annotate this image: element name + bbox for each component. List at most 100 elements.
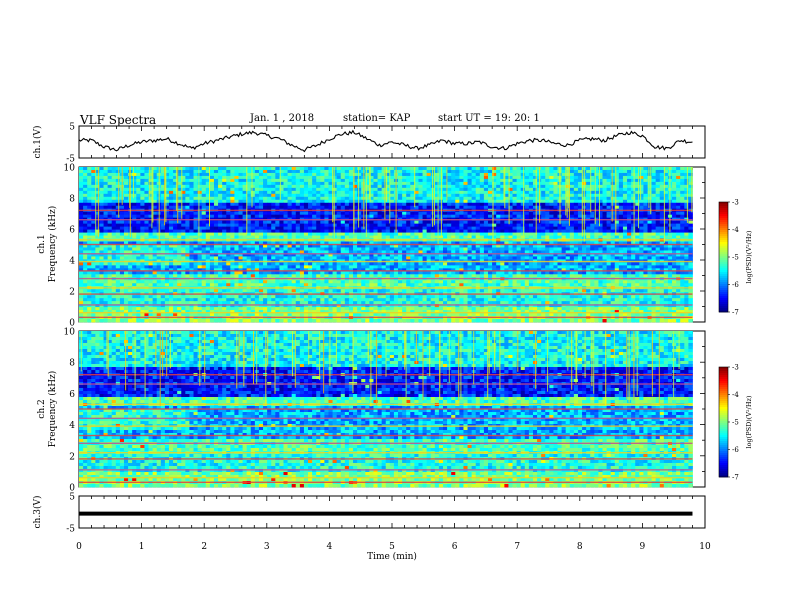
spectrogram-cell — [291, 184, 297, 189]
spectrogram-cell — [500, 205, 505, 210]
spectrogram-cell — [492, 184, 497, 189]
spectrogram-cell — [496, 244, 501, 248]
spectrogram-cell — [287, 241, 293, 245]
spectrogram-cell — [663, 241, 669, 245]
spectrogram-cell — [336, 235, 342, 239]
spectrogram-cell — [377, 193, 383, 198]
spectrogram-cell — [320, 220, 325, 225]
spectrogram-cell — [197, 199, 203, 204]
spectrogram-cell — [635, 167, 640, 171]
spectrogram-cell — [119, 229, 125, 233]
spectrogram-cell — [532, 202, 538, 207]
spectrogram-cell — [111, 229, 117, 233]
spectrogram-cell — [164, 175, 170, 180]
spectrogram-cell — [402, 253, 407, 257]
spectrogram-cell — [348, 172, 354, 177]
spectrogram-cell — [291, 202, 297, 207]
spectrogram-cell — [422, 172, 428, 177]
spectrogram-cell — [545, 232, 550, 236]
spectrogram-cell — [230, 184, 235, 189]
spectrogram-cell — [242, 235, 248, 239]
spectrogram-cell — [471, 193, 477, 198]
spectrogram-cell — [389, 247, 395, 251]
spectrogram-cell — [168, 226, 174, 230]
spectrogram-cell — [667, 244, 673, 248]
spectrogram-cell — [614, 211, 620, 216]
spectrogram-cell — [676, 190, 681, 195]
spectrogram-cell — [410, 223, 415, 228]
spectrogram-cell — [238, 199, 243, 204]
spectrogram-cell — [402, 211, 407, 216]
spectrogram-cell — [107, 211, 113, 216]
spectrogram-cell — [132, 214, 137, 219]
spectrogram-cell — [545, 169, 550, 174]
spectrogram-cell — [250, 214, 256, 219]
spectrogram-cell — [549, 178, 554, 183]
spectrogram-cell — [115, 199, 121, 204]
spectrogram-cell — [635, 196, 640, 201]
spectrogram-cell — [168, 184, 174, 189]
spectrogram-cell — [234, 187, 239, 192]
spectrogram-cell — [512, 178, 518, 183]
spectrogram-cell — [602, 184, 607, 189]
spectrogram-cell — [299, 229, 305, 233]
spectrogram-cell — [267, 241, 272, 245]
spectrogram-cell — [79, 220, 84, 225]
spectrogram-cell — [185, 167, 190, 171]
spectrogram-cell — [295, 172, 301, 177]
spectrogram-cell — [475, 232, 481, 236]
spectrogram-cell — [197, 181, 203, 186]
spectrogram-cell — [185, 205, 190, 210]
spectrogram-cell — [136, 253, 141, 257]
spectrogram-cell — [103, 211, 109, 216]
spectrogram-cell — [324, 190, 329, 195]
spectrogram-cell — [361, 247, 366, 251]
spectrogram-cell — [610, 199, 616, 204]
spectrogram-cell — [385, 229, 391, 233]
spectrogram-cell — [250, 229, 256, 233]
spectrogram-cell — [606, 232, 612, 236]
spectrogram-cell — [189, 235, 194, 239]
spectrogram-cell — [467, 211, 473, 216]
spectrogram-cell — [455, 241, 460, 245]
spectrogram-cell — [238, 167, 243, 171]
spectrogram-cell — [402, 214, 407, 219]
spectrogram-cell — [148, 235, 154, 239]
spectrogram-cell — [606, 229, 612, 233]
spectrogram-cell — [639, 193, 644, 198]
spectrogram-cell — [516, 181, 522, 186]
spectrogram-cell — [308, 247, 313, 251]
spectrogram-cell — [283, 247, 288, 251]
spectrogram-cell — [389, 250, 395, 254]
spectrogram-cell — [164, 187, 170, 192]
spectrogram-cell — [177, 181, 182, 186]
spectrogram-cell — [152, 220, 158, 225]
spectrogram-cell — [271, 187, 276, 192]
spectrogram-cell — [156, 247, 162, 251]
spectrogram-cell — [357, 253, 362, 257]
spectrogram-cell — [234, 193, 239, 198]
spectrogram-cell — [553, 214, 558, 219]
y-axis-label: ch.1(V) — [32, 126, 43, 159]
spectrogram-cell — [238, 190, 243, 195]
spectrogram-cell — [614, 167, 620, 171]
spectrogram-cell — [590, 214, 595, 219]
spectrogram-cell — [565, 250, 571, 254]
spectrogram-cell — [528, 211, 534, 216]
spectrogram-cell — [230, 211, 235, 216]
spectrogram-cell — [492, 244, 497, 248]
spectrogram-cell — [651, 167, 657, 171]
spectrogram-cell — [647, 181, 652, 186]
spectrogram-cell — [483, 232, 489, 236]
y-tick-label: 4 — [69, 257, 75, 267]
spectrogram-cell — [140, 250, 145, 254]
spectrogram-cell — [132, 247, 137, 251]
spectrogram-cell — [602, 250, 607, 254]
spectrogram-cell — [418, 187, 423, 192]
spectrogram-cell — [238, 220, 243, 225]
spectrogram-cell — [524, 247, 530, 251]
spectrogram-cell — [594, 172, 599, 177]
spectrogram-cell — [688, 184, 693, 189]
spectrogram-cell — [561, 223, 567, 228]
spectrogram-cell — [504, 250, 509, 254]
